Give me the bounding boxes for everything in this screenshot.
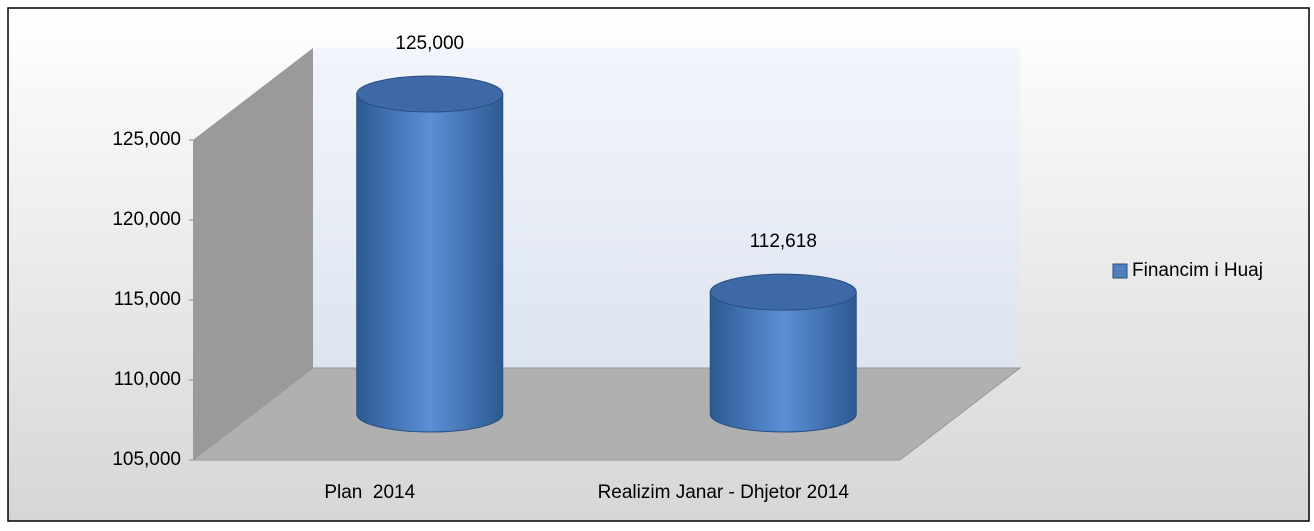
side-wall bbox=[193, 48, 313, 460]
y-tick-label: 110,000 bbox=[114, 369, 181, 390]
bar-top bbox=[356, 75, 504, 113]
legend-label: Financim i Huaj bbox=[1132, 260, 1263, 281]
value-label: 112,618 bbox=[750, 231, 817, 252]
x-tick-label: Plan 2014 bbox=[324, 482, 415, 503]
floor bbox=[191, 367, 1022, 461]
value-label: 125,000 bbox=[395, 33, 464, 54]
y-tick-label: 105,000 bbox=[112, 449, 181, 470]
bar bbox=[356, 93, 504, 433]
y-tick-label: 125,000 bbox=[112, 129, 181, 150]
y-tick-label: 115,000 bbox=[114, 289, 181, 310]
legend-swatch bbox=[1112, 263, 1128, 279]
bar bbox=[709, 291, 857, 433]
x-tick-label: Realizim Janar - Dhjetor 2014 bbox=[598, 482, 850, 503]
y-tick-label: 120,000 bbox=[112, 209, 181, 230]
bar-top bbox=[709, 273, 857, 311]
